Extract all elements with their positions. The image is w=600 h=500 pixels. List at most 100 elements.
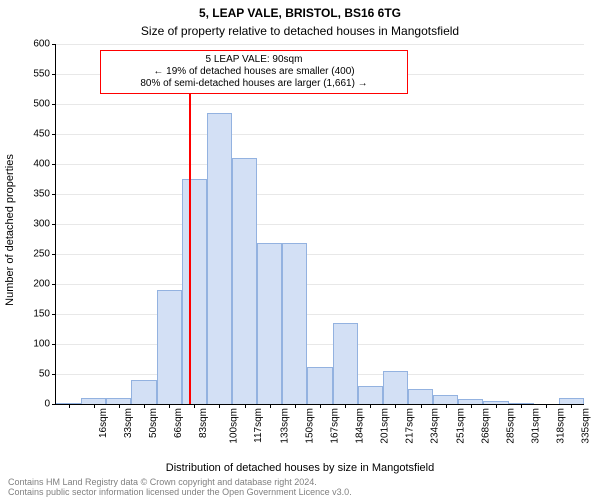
y-tick-label: 50: [39, 369, 50, 380]
x-tick-mark: [345, 404, 346, 408]
x-tick-label: 201sqm: [380, 408, 391, 444]
x-tick-mark: [395, 404, 396, 408]
y-tick-mark: [52, 134, 56, 135]
y-tick-label: 350: [33, 189, 50, 200]
histogram-bar: [408, 389, 433, 404]
footer-line2: Contains public sector information licen…: [8, 488, 352, 498]
x-axis-label: Distribution of detached houses by size …: [0, 462, 600, 474]
histogram-bar: [333, 323, 358, 404]
histogram-bar: [282, 243, 307, 404]
x-tick-mark: [370, 404, 371, 408]
x-tick-mark: [69, 404, 70, 408]
y-tick-label: 400: [33, 159, 50, 170]
y-tick-mark: [52, 344, 56, 345]
annotation-line1: 5 LEAP VALE: 90sqm: [109, 54, 399, 66]
y-tick-mark: [52, 374, 56, 375]
x-tick-label: 318sqm: [556, 408, 567, 444]
y-tick-mark: [52, 314, 56, 315]
x-tick-label: 100sqm: [229, 408, 240, 444]
annotation-line3: 80% of semi-detached houses are larger (…: [109, 78, 399, 90]
gridline: [56, 224, 584, 225]
x-tick-mark: [295, 404, 296, 408]
histogram-bar: [232, 158, 257, 404]
gridline: [56, 194, 584, 195]
chart-subtitle: Size of property relative to detached ho…: [0, 24, 600, 38]
histogram-bar: [157, 290, 182, 404]
x-tick-mark: [94, 404, 95, 408]
x-tick-mark: [245, 404, 246, 408]
x-tick-label: 133sqm: [279, 408, 290, 444]
y-tick-label: 600: [33, 39, 50, 50]
x-tick-label: 16sqm: [98, 408, 109, 438]
histogram-bar: [433, 395, 458, 404]
x-tick-label: 33sqm: [123, 408, 134, 438]
histogram-bar: [383, 371, 408, 404]
footer-attribution: Contains HM Land Registry data © Crown c…: [8, 478, 352, 498]
y-tick-label: 550: [33, 69, 50, 80]
y-tick-label: 500: [33, 99, 50, 110]
histogram-bar: [257, 243, 282, 404]
x-tick-label: 167sqm: [329, 408, 340, 444]
histogram-bar: [358, 386, 383, 404]
x-tick-label: 117sqm: [253, 408, 264, 443]
gridline: [56, 284, 584, 285]
gridline: [56, 164, 584, 165]
x-tick-mark: [521, 404, 522, 408]
annotation-box: 5 LEAP VALE: 90sqm ← 19% of detached hou…: [100, 50, 408, 94]
annotation-line2: ← 19% of detached houses are smaller (40…: [109, 66, 399, 78]
x-tick-label: 335sqm: [581, 408, 592, 444]
y-tick-label: 450: [33, 129, 50, 140]
y-tick-mark: [52, 164, 56, 165]
x-tick-mark: [144, 404, 145, 408]
chart-title-address: 5, LEAP VALE, BRISTOL, BS16 6TG: [0, 6, 600, 20]
y-tick-mark: [52, 254, 56, 255]
x-tick-label: 83sqm: [198, 408, 209, 438]
x-tick-label: 184sqm: [355, 408, 366, 444]
plot-area: 05010015020025030035040045050055060016sq…: [55, 44, 584, 405]
gridline: [56, 344, 584, 345]
histogram-bar: [131, 380, 156, 404]
y-tick-label: 0: [44, 399, 50, 410]
y-axis-label: Number of detached properties: [2, 0, 18, 460]
gridline: [56, 254, 584, 255]
y-tick-mark: [52, 284, 56, 285]
x-tick-label: 217sqm: [405, 408, 416, 444]
x-tick-mark: [219, 404, 220, 408]
property-marker-line: [189, 62, 191, 404]
y-tick-label: 150: [33, 309, 50, 320]
y-tick-label: 200: [33, 279, 50, 290]
histogram-bar: [307, 367, 332, 404]
gridline: [56, 104, 584, 105]
x-tick-mark: [119, 404, 120, 408]
y-tick-mark: [52, 224, 56, 225]
x-tick-mark: [546, 404, 547, 408]
y-tick-mark: [52, 404, 56, 405]
gridline: [56, 314, 584, 315]
x-tick-mark: [270, 404, 271, 408]
x-tick-label: 285sqm: [505, 408, 516, 444]
x-tick-label: 66sqm: [173, 408, 184, 438]
x-tick-label: 150sqm: [304, 408, 315, 444]
x-tick-mark: [194, 404, 195, 408]
x-tick-label: 50sqm: [148, 408, 159, 438]
y-tick-label: 250: [33, 249, 50, 260]
x-tick-mark: [496, 404, 497, 408]
x-tick-mark: [169, 404, 170, 408]
chart-container: { "chart": { "type": "histogram", "title…: [0, 0, 600, 500]
y-tick-mark: [52, 44, 56, 45]
y-tick-label: 100: [33, 339, 50, 350]
histogram-bar: [182, 179, 207, 404]
x-tick-mark: [471, 404, 472, 408]
y-tick-label: 300: [33, 219, 50, 230]
x-tick-mark: [320, 404, 321, 408]
y-tick-mark: [52, 104, 56, 105]
x-tick-label: 251sqm: [455, 408, 466, 444]
gridline: [56, 134, 584, 135]
x-tick-label: 301sqm: [531, 408, 542, 444]
y-tick-mark: [52, 194, 56, 195]
histogram-bar: [207, 113, 232, 404]
x-tick-mark: [446, 404, 447, 408]
x-tick-label: 268sqm: [480, 408, 491, 444]
x-tick-mark: [421, 404, 422, 408]
y-tick-mark: [52, 74, 56, 75]
